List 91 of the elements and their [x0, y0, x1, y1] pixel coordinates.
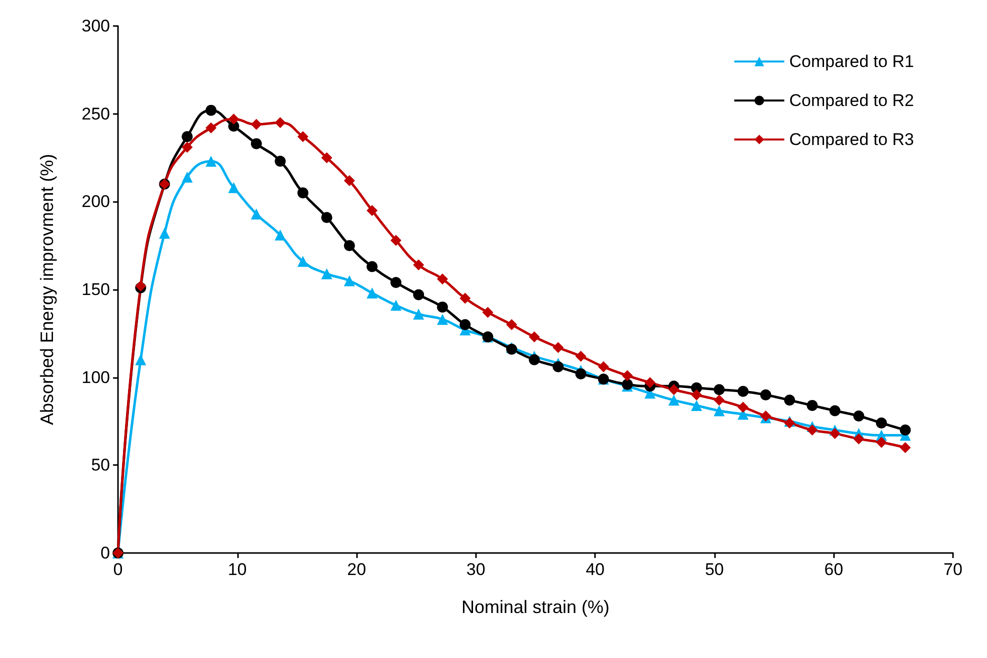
point — [250, 208, 262, 220]
point — [598, 361, 609, 372]
y-tick-label: 200 — [82, 192, 110, 212]
point — [182, 172, 193, 183]
legend-label: Compared to R2 — [789, 91, 914, 110]
point — [738, 386, 749, 397]
point — [135, 354, 146, 366]
point — [321, 268, 332, 280]
point — [738, 402, 749, 413]
point — [460, 319, 471, 330]
y-tick-label: 150 — [82, 280, 110, 299]
point — [714, 394, 725, 406]
point — [297, 187, 308, 198]
point — [460, 292, 471, 304]
point — [528, 331, 540, 342]
point — [250, 138, 262, 150]
point — [182, 142, 193, 153]
point — [552, 361, 564, 372]
point — [482, 306, 494, 318]
point — [206, 156, 217, 167]
point — [806, 400, 818, 411]
point — [344, 275, 355, 286]
point — [784, 394, 796, 406]
point — [622, 370, 633, 382]
point — [228, 114, 240, 125]
point — [714, 405, 725, 416]
y-axis-title: Absorbed Energy improvment (%) — [37, 154, 57, 426]
x-tick-label: 70 — [944, 560, 962, 579]
point — [390, 276, 402, 288]
point — [206, 104, 217, 116]
point — [829, 405, 840, 416]
x-tick-label: 50 — [704, 560, 724, 579]
point — [876, 436, 887, 448]
point — [159, 228, 170, 239]
point — [691, 389, 702, 400]
point — [668, 394, 680, 406]
y-tick-label: 50 — [91, 456, 110, 475]
x-tick-label: 40 — [586, 560, 605, 579]
point — [436, 302, 448, 313]
point — [876, 418, 887, 429]
point — [413, 289, 424, 300]
point — [297, 131, 308, 142]
legend-label: Compared to R1 — [789, 52, 914, 71]
point — [366, 204, 378, 216]
point — [644, 377, 656, 388]
point — [714, 384, 725, 396]
point — [436, 314, 448, 325]
point — [413, 259, 424, 270]
point — [321, 152, 332, 164]
point — [575, 368, 586, 380]
legend-label: Compared to R3 — [789, 130, 914, 149]
point — [274, 117, 286, 128]
y-tick-label: 300 — [82, 16, 110, 36]
point — [274, 230, 286, 241]
point — [506, 319, 518, 330]
point — [321, 212, 332, 223]
point — [853, 433, 864, 444]
point — [344, 240, 355, 252]
point — [760, 389, 772, 400]
point — [668, 384, 680, 396]
point — [853, 410, 864, 422]
point — [900, 442, 911, 454]
point — [575, 350, 586, 362]
point — [829, 428, 840, 440]
x-tick-label: 30 — [466, 560, 486, 579]
point — [528, 354, 540, 366]
point — [900, 424, 911, 436]
point — [390, 300, 402, 311]
point — [297, 256, 308, 267]
y-tick-label: 100 — [82, 368, 110, 387]
point — [206, 122, 217, 134]
y-tick-label: 0 — [100, 544, 110, 562]
x-tick-label: 10 — [228, 560, 247, 579]
point — [182, 131, 193, 142]
point — [366, 261, 378, 272]
point — [344, 175, 355, 186]
point — [691, 400, 702, 411]
point — [413, 308, 424, 320]
point — [228, 182, 240, 194]
point — [552, 342, 564, 353]
x-tick-label: 20 — [347, 560, 366, 579]
point — [250, 118, 262, 130]
y-tick-label: 250 — [82, 104, 110, 124]
point — [274, 156, 286, 167]
x-tick-label: 0 — [113, 560, 123, 579]
point — [806, 424, 818, 436]
point — [436, 273, 448, 284]
x-axis-title: Nominal strain (%) — [461, 597, 610, 617]
point — [390, 234, 402, 246]
point — [366, 288, 378, 299]
x-tick-label: 60 — [824, 560, 844, 579]
